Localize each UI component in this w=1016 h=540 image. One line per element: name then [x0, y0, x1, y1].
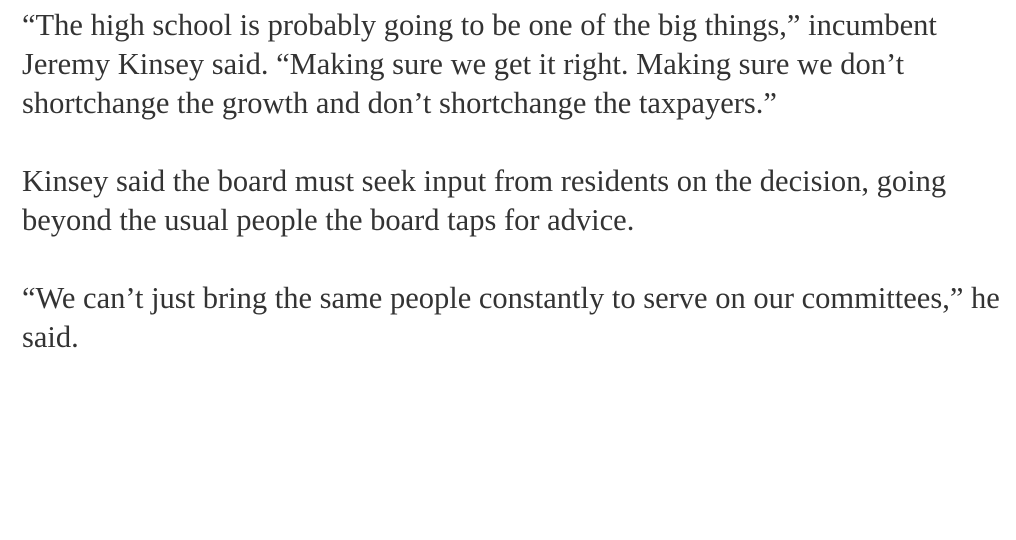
article-body: “The high school is probably going to be…: [22, 6, 1007, 396]
paragraph-quote-high-school: “The high school is probably going to be…: [22, 8, 937, 120]
paragraph-resident-input: Kinsey said the board must seek input fr…: [22, 164, 947, 237]
paragraph-quote-committees: “We can’t just bring the same people con…: [22, 281, 1000, 354]
